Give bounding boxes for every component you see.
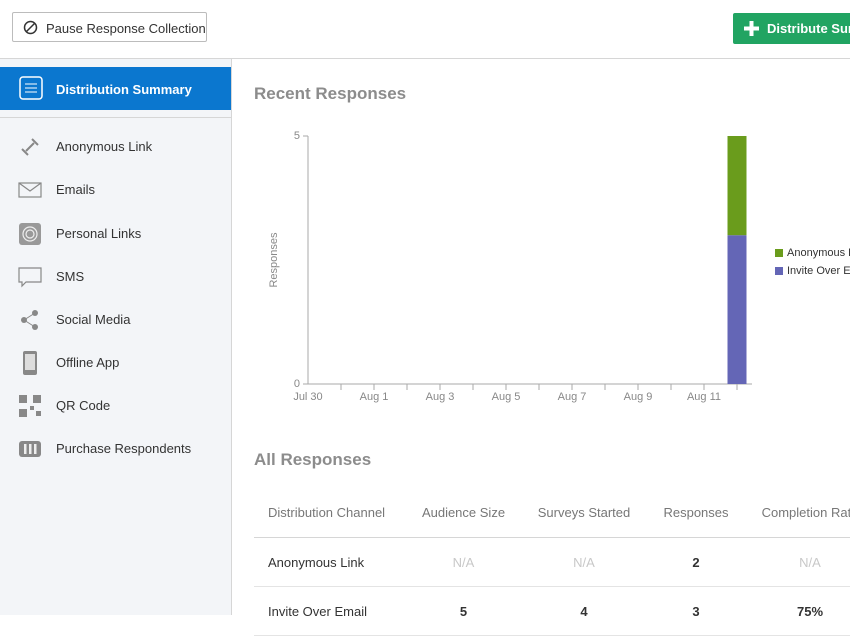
column-header: Distribution Channel bbox=[254, 488, 405, 538]
table-cell: 2 bbox=[646, 537, 746, 587]
column-header: Audience Size bbox=[405, 488, 522, 538]
chart: 0 5 Responses Jul 30 Aug 1 Aug 3 Aug 5 Aug 7 Aug… bbox=[268, 130, 850, 403]
sidebar-label: Social Media bbox=[56, 312, 131, 327]
summary-icon bbox=[19, 76, 43, 100]
sidebar-label: Anonymous Link bbox=[56, 139, 153, 154]
y-tick-label: 0 bbox=[294, 378, 300, 390]
sidebar-item[interactable]: Offline App bbox=[0, 343, 231, 383]
column-header: Responses bbox=[646, 488, 746, 538]
sidebar-item[interactable]: Purchase Respondents bbox=[0, 429, 231, 469]
sidebar-item[interactable]: Personal Links bbox=[0, 214, 231, 254]
column-header: Completion Rate bbox=[746, 488, 850, 538]
table-row: Anonymous Link N/A N/A 2 N/A bbox=[254, 537, 850, 587]
sidebar: Distribution Summary Anonymous Link Emai… bbox=[0, 59, 232, 615]
icon bbox=[23, 351, 37, 375]
header-row: Distribution Channel Audience Size Surveys… bbox=[254, 488, 850, 538]
sidebar-label: Personal Links bbox=[56, 226, 142, 241]
icon bbox=[18, 182, 42, 198]
plus-icon bbox=[744, 21, 759, 36]
toolbar: Pause Response Collection Distribute Sur… bbox=[0, 0, 850, 59]
legend-swatch bbox=[775, 249, 783, 257]
legend-label: Invite Over Email bbox=[787, 265, 850, 277]
bar-segment bbox=[727, 235, 747, 384]
sidebar-active-label: Distribution Summary bbox=[56, 82, 192, 97]
icon bbox=[21, 310, 38, 330]
pause-button[interactable]: Pause Response Collection bbox=[12, 12, 207, 42]
legend-label: Anonymous Link bbox=[787, 247, 850, 259]
table-cell: 5 bbox=[405, 586, 522, 636]
table-cell: 75% bbox=[746, 586, 850, 636]
distribute-button[interactable]: Distribute Survey bbox=[733, 13, 850, 44]
table-cell: N/A bbox=[405, 537, 522, 587]
x-tick-label: Jul 30 bbox=[293, 391, 322, 403]
separator bbox=[0, 117, 231, 118]
table-cell: N/A bbox=[522, 537, 646, 587]
table-cell: 3 bbox=[646, 586, 746, 636]
pause-label: Pause Response Collection bbox=[46, 21, 206, 36]
sidebar-item[interactable]: Social Media bbox=[0, 300, 231, 340]
icon bbox=[19, 395, 41, 417]
icon bbox=[19, 223, 41, 245]
x-tick-label: Aug 9 bbox=[624, 391, 653, 403]
x-tick-label: Aug 11 bbox=[687, 391, 721, 403]
sidebar-label: Offline App bbox=[56, 355, 120, 370]
table-cell: Invite Over Email bbox=[254, 586, 405, 636]
y-tick-label: 5 bbox=[294, 130, 300, 142]
x-tick-label: Aug 5 bbox=[492, 391, 521, 403]
section-title: All Responses bbox=[254, 450, 372, 469]
x-tick-label: Aug 3 bbox=[426, 391, 455, 403]
x-tick-label: Aug 1 bbox=[360, 391, 389, 403]
y-axis-label: Responses bbox=[268, 232, 280, 288]
sidebar-label: Emails bbox=[56, 182, 96, 197]
distribute-label: Distribute Survey bbox=[767, 21, 850, 36]
sidebar-item[interactable]: QR Code bbox=[0, 386, 231, 426]
column-header: Surveys Started bbox=[522, 488, 646, 538]
table-body: Anonymous Link N/A N/A 2 N/A Invite Over Emai… bbox=[254, 537, 850, 636]
responses-table: Distribution Channel Audience Size Surveys… bbox=[254, 488, 850, 636]
sidebar-active-item[interactable]: Distribution Summary bbox=[0, 67, 231, 110]
sidebar-label: Purchase Respondents bbox=[56, 441, 192, 456]
icon bbox=[18, 267, 42, 288]
legend-swatch bbox=[775, 267, 783, 275]
table-cell: N/A bbox=[746, 537, 850, 587]
sidebar-label: SMS bbox=[56, 269, 85, 284]
sidebar-item[interactable]: Emails bbox=[0, 170, 231, 210]
icon bbox=[21, 138, 39, 156]
sidebar-item[interactable]: SMS bbox=[0, 257, 231, 297]
bar-segment bbox=[727, 136, 747, 236]
table-cell: Anonymous Link bbox=[254, 537, 405, 587]
section-title: Recent Responses bbox=[254, 84, 407, 103]
table-row: Invite Over Email 5 4 3 75% bbox=[254, 586, 850, 636]
sidebar-item[interactable]: Anonymous Link bbox=[0, 127, 231, 167]
pause-icon bbox=[23, 20, 38, 35]
sidebar-label: QR Code bbox=[56, 398, 111, 413]
x-tick-label: Aug 7 bbox=[558, 391, 587, 403]
icon bbox=[19, 441, 41, 457]
table-cell: 4 bbox=[522, 586, 646, 636]
